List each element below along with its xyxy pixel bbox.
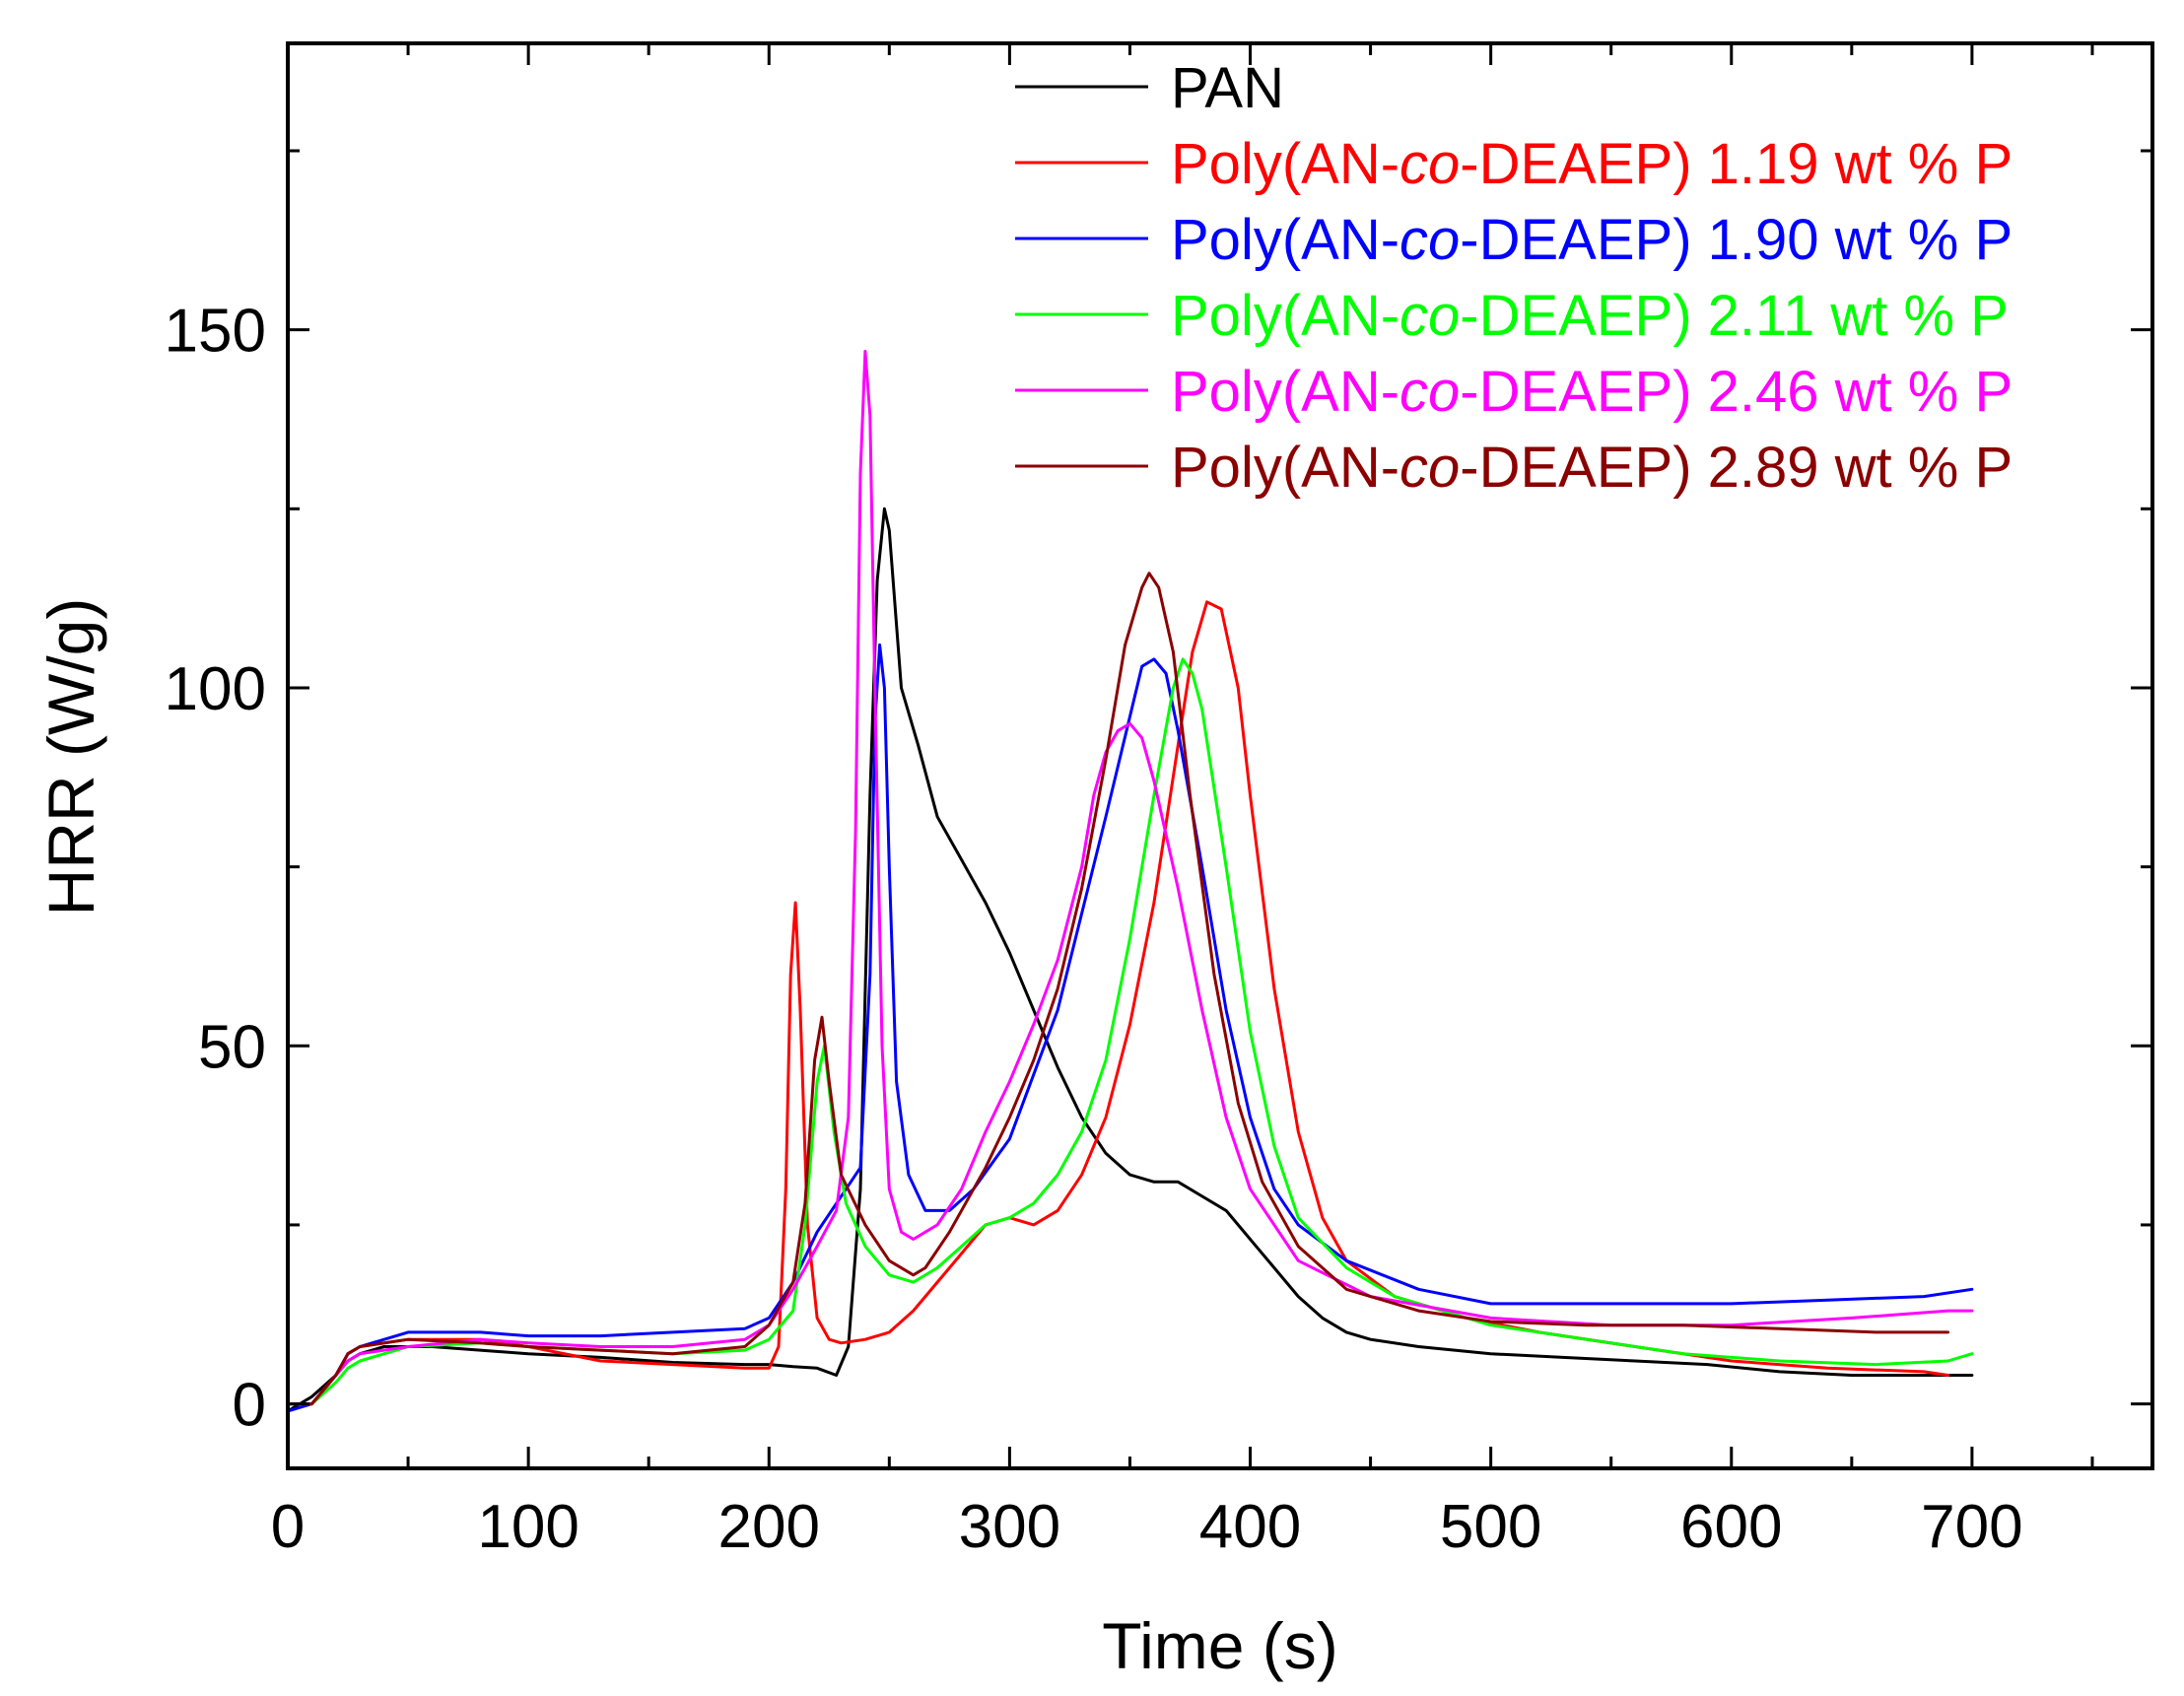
legend-label-suffix: -DEAEP) 1.19 wt % P [1460,132,2013,196]
legend-label-italic: co [1399,208,1460,272]
x-tick-label: 600 [1680,1493,1782,1561]
legend-label-prefix: Poly(AN- [1171,360,1399,424]
x-tick-label: 400 [1199,1493,1301,1561]
series-layer [286,350,1974,1413]
legend-label-suffix: -DEAEP) 2.89 wt % P [1460,436,2013,500]
plot-frame [286,41,2154,1470]
legend-label-prefix: Poly(AN- [1171,436,1399,500]
y-tick-label: 100 [165,655,266,723]
legend-label-prefix: PAN [1171,56,1284,120]
y-axis-title: HRR (W/g) [34,598,107,916]
x-tick-label: 700 [1921,1493,2022,1561]
x-tick-label: 500 [1440,1493,1541,1561]
series-line-0 [286,507,1974,1413]
x-tick-label: 0 [271,1493,305,1561]
legend-label-2: Poly(AN-co-DEAEP) 1.90 wt % P [1171,208,2013,272]
x-tick-label: 300 [959,1493,1060,1561]
legend-label-0: PAN [1171,56,1284,120]
legend-label-1: Poly(AN-co-DEAEP) 1.19 wt % P [1171,132,2013,196]
series-line-4 [286,350,1974,1406]
legend-label-italic: co [1399,132,1460,196]
x-tick-label: 100 [477,1493,579,1561]
legend-label-suffix: -DEAEP) 2.46 wt % P [1460,360,2013,424]
legend-label-suffix: -DEAEP) 2.11 wt % P [1460,284,2009,348]
legend-label-suffix: -DEAEP) 1.90 wt % P [1460,208,2013,272]
series-line-1 [286,600,1949,1406]
legend-label-italic: co [1399,360,1460,424]
x-axis-title: Time (s) [1102,1609,1338,1682]
y-tick-label: 150 [165,298,266,366]
legend-label-3: Poly(AN-co-DEAEP) 2.11 wt % P [1171,284,2009,348]
legend-label-prefix: Poly(AN- [1171,132,1399,196]
y-tick-label: 50 [198,1013,266,1081]
series-line-5 [286,572,1949,1406]
y-tick-label: 0 [233,1372,266,1440]
tick-layer: 0 100 200 300 400 500 600 700 0 50 100 150 [165,43,2152,1561]
legend-label-italic: co [1399,436,1460,500]
x-tick-label: 200 [718,1493,820,1561]
legend-label-prefix: Poly(AN- [1171,208,1399,272]
legend-label-prefix: Poly(AN- [1171,284,1399,348]
legend-label-4: Poly(AN-co-DEAEP) 2.46 wt % P [1171,360,2013,424]
legend-label-5: Poly(AN-co-DEAEP) 2.89 wt % P [1171,436,2013,500]
series-line-2 [286,643,1974,1413]
legend-label-italic: co [1399,284,1460,348]
